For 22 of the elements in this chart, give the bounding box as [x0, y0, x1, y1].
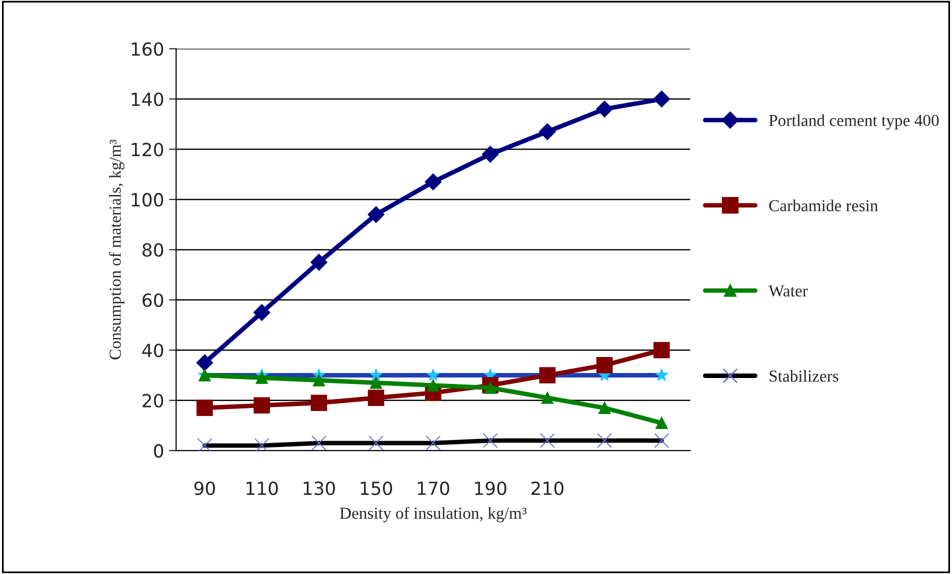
- x-tick-label: 150: [360, 481, 392, 496]
- legend-label: Water: [768, 285, 808, 297]
- x-tick-label: 210: [531, 481, 564, 496]
- y-tick-label: 0: [154, 444, 164, 458]
- y-tick-label: 80: [142, 243, 164, 257]
- legend-label: Portland cement type 400: [769, 114, 939, 130]
- x-tick-label: 110: [246, 481, 278, 496]
- legend-label: Carbamide resin: [769, 200, 878, 212]
- y-tick-label: 20: [142, 394, 164, 408]
- x-tick-label: 90: [194, 481, 215, 496]
- x-axis-title: Density of insulation, kg/m³: [340, 506, 527, 522]
- legend-label: Stabilizers: [770, 370, 838, 382]
- y-tick-label: 60: [142, 293, 164, 308]
- x-tick-label: 190: [475, 481, 506, 496]
- y-axis-title: Consumption of materials, kg/m³: [108, 140, 124, 360]
- y-tick-label: 120: [132, 142, 164, 156]
- x-tick-label: 170: [418, 481, 450, 496]
- y-tick-label: 100: [132, 192, 164, 207]
- y-tick-label: 160: [132, 42, 164, 56]
- y-tick-label: 140: [132, 92, 164, 106]
- y-tick-label: 40: [142, 344, 164, 358]
- x-tick-label: 130: [304, 481, 335, 496]
